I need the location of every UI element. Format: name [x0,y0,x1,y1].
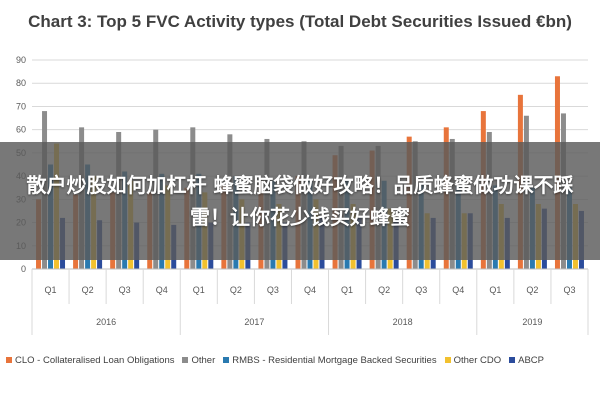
y-tick-label: 60 [16,125,26,135]
legend-item: CLO - Collateralised Loan Obligations [6,355,174,366]
year-label: 2018 [393,317,413,327]
year-label: 2019 [522,317,542,327]
x-tick-label: Q1 [489,285,501,295]
x-tick-label: Q2 [526,285,538,295]
y-tick-label: 80 [16,78,26,88]
legend-swatch [509,357,516,363]
x-tick-label: Q1 [193,285,205,295]
x-tick-label: Q3 [415,285,427,295]
x-tick-label: Q3 [267,285,279,295]
legend-label: CLO - Collateralised Loan Obligations [15,354,175,366]
year-label: 2017 [244,317,264,327]
x-tick-label: Q4 [452,285,464,295]
legend-label: Other CDO [453,354,502,366]
legend-swatch [6,357,12,363]
x-tick-label: Q4 [156,285,168,295]
legend-swatch [223,357,230,363]
legend: CLO - Collateralised Loan Obligations Oth… [6,352,596,368]
y-tick-label: 0 [21,264,26,274]
legend-label: ABCP [518,354,544,366]
legend-item: ABCP [509,355,544,366]
legend-label: RMBS - Residential Mortgage Backed Secur… [232,354,437,366]
chart-title: Chart 3: Top 5 FVC Activity types (Total… [28,12,572,31]
y-tick-label: 90 [16,55,26,65]
year-label: 2016 [96,317,116,327]
legend-item: Other CDO [444,354,502,366]
x-tick-label: Q1 [341,285,353,295]
legend-swatch [444,357,451,363]
x-tick-label: Q1 [45,285,57,295]
legend-item: Other [182,355,215,366]
promo-overlay-banner[interactable]: 散户炒股如何加杠杆 蜂蜜脑袋做好攻略！品质蜂蜜做功课不踩雷！让你花少钱买好蜂蜜 [0,142,600,260]
legend-item: RMBS - Residential Mortgage Backed Secur… [223,354,437,366]
promo-overlay-text[interactable]: 散户炒股如何加杠杆 蜂蜜脑袋做好攻略！品质蜂蜜做功课不踩雷！让你花少钱买好蜂蜜 [26,173,574,229]
y-tick-label: 70 [16,101,26,111]
x-tick-label: Q2 [230,285,242,295]
x-tick-label: Q2 [82,285,94,295]
x-tick-label: Q4 [304,285,316,295]
x-tick-label: Q2 [378,285,390,295]
x-tick-label: Q3 [119,285,131,295]
x-tick-label: Q3 [563,285,575,295]
legend-label: Other [191,354,216,366]
legend-swatch [182,357,189,363]
